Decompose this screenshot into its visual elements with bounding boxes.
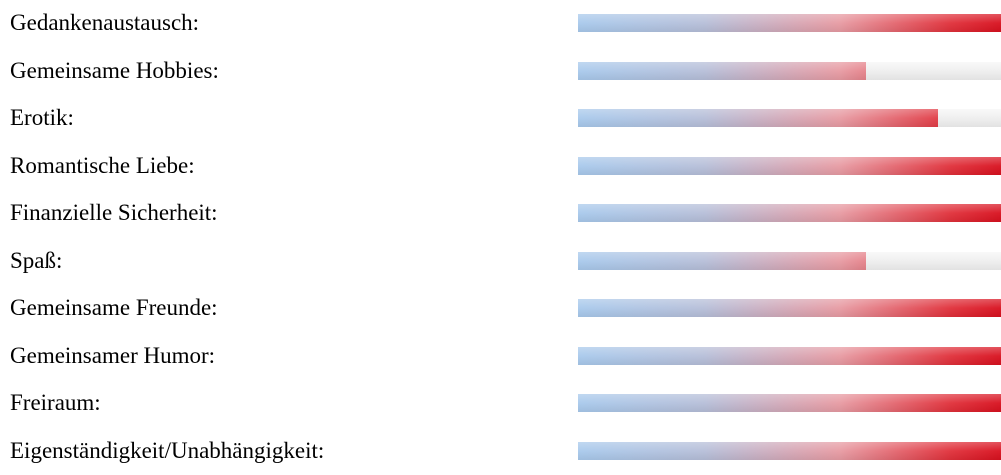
rating-bar (578, 442, 1001, 460)
rating-bar (578, 204, 1001, 222)
rating-label: Spaß: (10, 247, 62, 275)
rating-bar-fill (578, 299, 1001, 317)
rating-label: Gemeinsamer Humor: (10, 342, 215, 370)
rating-bar-fill (578, 204, 1001, 222)
rating-bar (578, 109, 1001, 127)
rating-label: Eigenständigkeit/Unabhängigkeit: (10, 437, 324, 465)
rating-row: Romantische Liebe: (0, 143, 1001, 191)
rating-bar-fill (578, 62, 866, 80)
rating-label: Freiraum: (10, 389, 101, 417)
rating-label: Romantische Liebe: (10, 152, 195, 180)
rating-row: Erotik: (0, 95, 1001, 143)
rating-row: Freiraum: (0, 380, 1001, 428)
rating-label: Gedankenaustausch: (10, 9, 199, 37)
rating-bar (578, 347, 1001, 365)
rating-bar-fill (578, 109, 938, 127)
rating-bar-fill (578, 394, 1001, 412)
rating-bar (578, 157, 1001, 175)
rating-label: Finanzielle Sicherheit: (10, 199, 218, 227)
rating-row: Gemeinsame Hobbies: (0, 48, 1001, 96)
rating-bar (578, 62, 1001, 80)
rating-label: Gemeinsame Freunde: (10, 294, 218, 322)
rating-row: Gemeinsamer Humor: (0, 333, 1001, 381)
rating-row: Gedankenaustausch: (0, 0, 1001, 48)
rating-bar (578, 14, 1001, 32)
rating-label: Gemeinsame Hobbies: (10, 57, 219, 85)
rating-row: Gemeinsame Freunde: (0, 285, 1001, 333)
rating-bar-fill (578, 347, 1001, 365)
rating-bar-fill (578, 442, 1001, 460)
rating-row: Spaß: (0, 238, 1001, 286)
rating-bar (578, 252, 1001, 270)
rating-label: Erotik: (10, 104, 74, 132)
rating-row: Eigenständigkeit/Unabhängigkeit: (0, 428, 1001, 475)
rating-bar (578, 299, 1001, 317)
rating-bar-fill (578, 252, 866, 270)
rating-bar-fill (578, 157, 1001, 175)
rating-bar-fill (578, 14, 1001, 32)
rating-row: Finanzielle Sicherheit: (0, 190, 1001, 238)
rating-bar (578, 394, 1001, 412)
